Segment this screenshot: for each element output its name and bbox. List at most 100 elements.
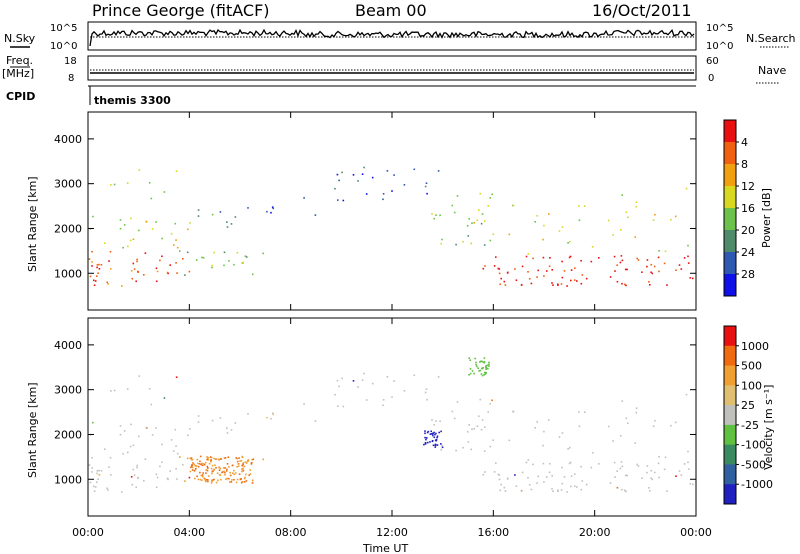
nave-tick-bottom: 0 (708, 73, 714, 84)
velocity-cell (107, 489, 109, 491)
power-cell (650, 271, 652, 274)
velocity-cell (122, 452, 124, 455)
velocity-cell (521, 471, 524, 474)
velocity-cell (191, 466, 194, 469)
power-colorbar-label: Power [dB] (760, 188, 773, 248)
power-cell (132, 238, 135, 241)
velocity-cell (199, 478, 202, 481)
power-cell (303, 197, 305, 199)
velocity-cell (637, 465, 640, 467)
power-cell (551, 269, 553, 271)
power-cell (226, 221, 228, 223)
colorbar-tick-label: 100 (741, 379, 762, 392)
power-cell (382, 198, 384, 201)
velocity-ylabel: Slant Range [km] (26, 382, 39, 478)
freq-label-2: [MHz] (2, 67, 34, 80)
colorbar-tick-label: 16 (741, 202, 755, 215)
velocity-cell (426, 398, 428, 401)
freq-label-1: Freq. (6, 54, 33, 67)
velocity-cell (201, 462, 203, 465)
velocity-x-ticks: 00:00 04:00 08:00 12:00 16:00 20:00 00:00 (72, 318, 712, 539)
velocity-cell (193, 470, 196, 472)
velocity-cell (97, 478, 99, 480)
velocity-cell (469, 368, 472, 370)
velocity-cell (551, 488, 553, 490)
power-cell (371, 176, 374, 179)
velocity-cell (190, 466, 192, 469)
velocity-cell (113, 389, 116, 392)
velocity-cell (175, 445, 177, 447)
power-cell (627, 216, 629, 219)
velocity-cell (352, 380, 355, 382)
power-cell (245, 256, 248, 258)
velocity-cell (213, 457, 215, 460)
velocity-cell (430, 430, 432, 433)
power-cell (536, 276, 538, 278)
velocity-cell (195, 465, 198, 467)
power-cell (636, 257, 638, 260)
velocity-cell (234, 422, 237, 424)
power-cell (108, 260, 110, 262)
velocity-cell (382, 404, 384, 407)
velocity-cell (476, 365, 478, 368)
velocity-cell (512, 410, 515, 413)
velocity-colorbar: 1000 500 100 25 -25 -100 -500 -1000 (723, 325, 773, 505)
velocity-cell (481, 360, 483, 363)
velocity-cell (110, 390, 112, 392)
velocity-cell (216, 472, 219, 474)
colorbar-frame (723, 325, 737, 505)
velocity-cell (504, 490, 507, 492)
velocity-cell (209, 456, 212, 458)
velocity-cell (479, 398, 482, 401)
velocity-cell (580, 488, 583, 491)
power-cell (462, 240, 464, 243)
power-cell (607, 219, 610, 222)
velocity-cell (433, 431, 435, 434)
velocity-cell (194, 477, 196, 480)
velocity-cell (207, 456, 209, 459)
power-cell (106, 281, 108, 284)
velocity-cell (634, 442, 636, 444)
velocity-cell (197, 421, 200, 423)
velocity-cell (424, 432, 426, 435)
power-cell (498, 272, 501, 275)
velocity-cell (93, 485, 95, 488)
power-cell (100, 264, 103, 266)
velocity-cell (625, 490, 627, 493)
velocity-cell (475, 361, 477, 364)
velocity-cell (221, 471, 224, 473)
colorbar-segment (724, 484, 736, 505)
power-cell (650, 263, 653, 266)
velocity-cell (218, 466, 220, 469)
velocity-cell (609, 482, 612, 484)
power-cell (223, 251, 226, 254)
velocity-cell (424, 391, 427, 394)
power-cell (176, 246, 179, 249)
power-cell (170, 233, 173, 235)
colorbar-tick-label: 500 (741, 360, 762, 373)
velocity-cell (136, 464, 138, 467)
power-cell (213, 251, 215, 254)
velocity-cell (242, 469, 245, 472)
power-cell (176, 272, 178, 274)
power-cell (135, 280, 137, 283)
power-cell (435, 214, 437, 216)
velocity-cell (249, 473, 252, 475)
velocity-cell (236, 466, 238, 468)
power-cell (119, 219, 122, 221)
colorbar-segment (724, 186, 736, 209)
velocity-cell (391, 396, 393, 398)
velocity-cell (563, 476, 566, 478)
power-cell (482, 267, 485, 270)
velocity-cell (241, 481, 244, 483)
velocity-cell (487, 411, 489, 413)
power-cell (341, 171, 343, 174)
velocity-cell (437, 376, 440, 378)
velocity-cell (224, 457, 227, 459)
velocity-cell (551, 475, 553, 477)
velocity-cell (187, 434, 189, 437)
velocity-cell (548, 419, 550, 421)
velocity-cell (528, 484, 531, 486)
velocity-cell (161, 443, 163, 446)
velocity-cell (237, 465, 240, 467)
